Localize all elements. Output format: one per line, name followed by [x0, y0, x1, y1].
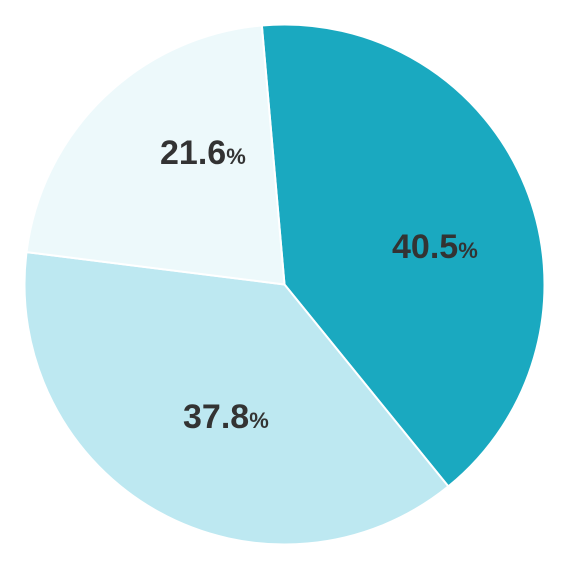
slice-value-1: 37.8	[183, 398, 249, 436]
slice-label-1: 37.8%	[183, 398, 269, 437]
slice-pct-1: %	[249, 408, 269, 433]
slice-pct-0: %	[458, 238, 478, 263]
slice-value-2: 21.6	[160, 134, 226, 172]
slice-label-0: 40.5%	[392, 228, 478, 267]
slice-value-0: 40.5	[392, 228, 458, 266]
pie-chart: 40.5% 37.8% 21.6%	[0, 0, 569, 569]
slice-label-2: 21.6%	[160, 134, 246, 173]
pie-slice	[27, 25, 285, 284]
slice-pct-2: %	[226, 144, 246, 169]
pie-svg	[0, 0, 569, 569]
